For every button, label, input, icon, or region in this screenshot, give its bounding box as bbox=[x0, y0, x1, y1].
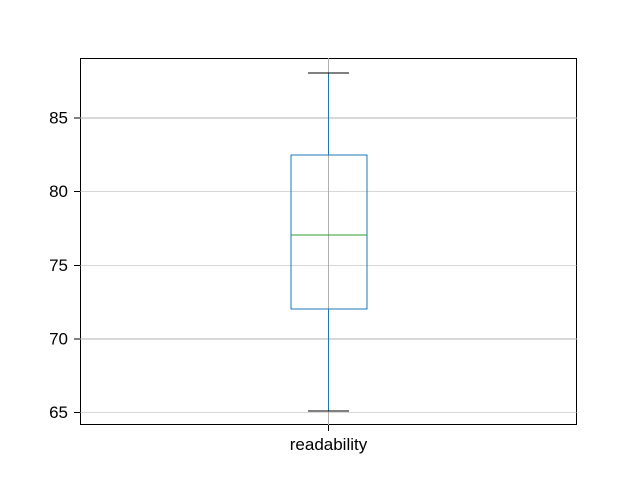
svg-text:65: 65 bbox=[49, 403, 68, 422]
svg-text:70: 70 bbox=[49, 330, 68, 349]
svg-text:75: 75 bbox=[49, 256, 68, 275]
svg-text:readability: readability bbox=[290, 435, 368, 454]
svg-text:85: 85 bbox=[49, 109, 68, 128]
svg-text:80: 80 bbox=[49, 182, 68, 201]
